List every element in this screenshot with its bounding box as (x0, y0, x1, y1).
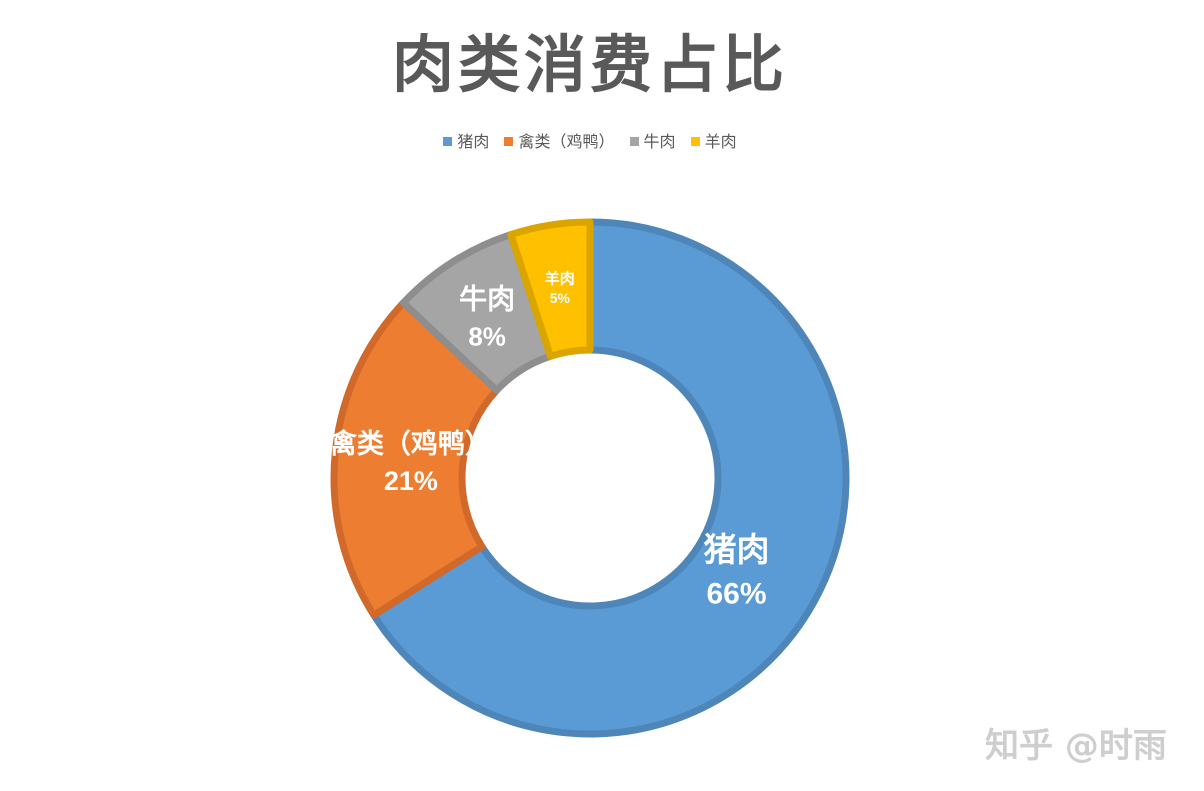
data-label-value-pork: 66% (706, 578, 766, 611)
data-label-value-poultry: 21% (384, 466, 438, 496)
slice-mutton (507, 218, 594, 360)
chart-title: 肉类消费占比 (391, 28, 788, 101)
legend-label: 禽类（鸡鸭） (518, 132, 615, 151)
data-label-name-mutton: 羊肉 (545, 269, 575, 287)
data-label-name-beef: 牛肉 (459, 283, 515, 316)
legend-swatch (629, 137, 639, 146)
legend-label: 羊肉 (704, 132, 737, 151)
donut-labels: 猪肉 66% 禽类（鸡鸭） 21% 牛肉 8% 羊肉 5% (329, 269, 770, 610)
data-label-name-poultry: 禽类（鸡鸭） (329, 428, 492, 460)
legend-item-pork: 猪肉 (443, 131, 489, 153)
data-label-value-beef: 8% (468, 321, 506, 351)
legend-swatch (690, 137, 700, 146)
legend-swatch (504, 137, 514, 146)
legend-swatch (443, 137, 453, 146)
legend-label: 猪肉 (457, 132, 490, 151)
chart-legend: 猪肉 禽类（鸡鸭） 牛肉 羊肉 (0, 131, 1180, 153)
slice-pork (370, 218, 850, 738)
data-label-value-mutton: 5% (550, 290, 571, 306)
legend-item-poultry: 禽类（鸡鸭） (504, 131, 614, 153)
legend-item-beef: 牛肉 (629, 131, 676, 153)
watermark: 知乎 @时雨 (985, 726, 1167, 766)
legend-label: 牛肉 (643, 132, 676, 151)
legend-item-mutton: 羊肉 (690, 131, 737, 153)
donut-slices (330, 218, 850, 738)
slice-poultry (330, 299, 501, 619)
data-label-name-pork: 猪肉 (703, 530, 769, 569)
